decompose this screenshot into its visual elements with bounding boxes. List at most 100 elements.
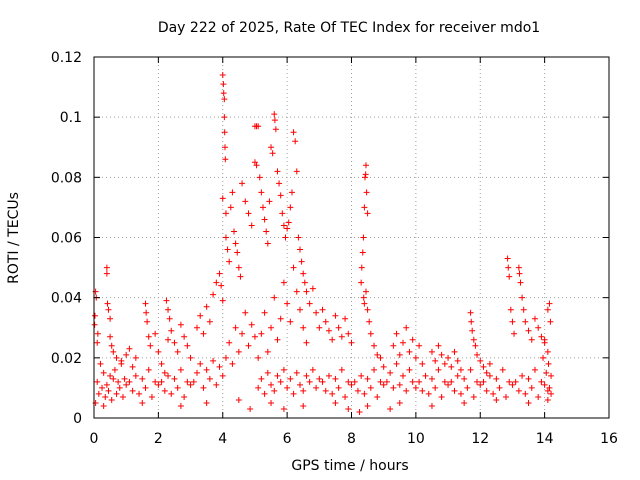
data-point [480,363,487,370]
data-point [177,366,184,373]
data-point [216,363,223,370]
data-point [380,363,387,370]
data-point [538,378,545,385]
data-point [280,279,287,286]
data-point [546,384,553,391]
data-point [232,240,239,247]
data-point [123,351,130,358]
data-point [486,372,493,379]
data-point [271,387,278,394]
data-point [200,384,207,391]
data-point [229,189,236,196]
data-point [119,393,126,400]
data-point [546,300,553,307]
y-tick-label: 0 [73,411,82,427]
data-point [380,381,387,388]
data-point [445,381,452,388]
data-point [139,375,146,382]
data-point [300,324,307,331]
data-point [547,318,554,325]
data-point [168,390,175,397]
data-point [261,309,268,316]
y-tick-label: 0.08 [51,170,82,186]
x-tick-label: 14 [536,431,554,447]
data-point [268,144,275,151]
data-point [276,180,283,187]
data-point [174,384,181,391]
data-point [226,258,233,265]
data-point [383,378,390,385]
data-point [297,381,303,388]
data-point [197,312,204,319]
data-point [107,333,114,340]
data-point [194,369,200,376]
data-point [358,279,365,286]
data-point [522,390,529,397]
data-point [284,300,291,307]
y-tick-label: 0.12 [51,50,82,66]
data-point [467,309,474,316]
data-point [115,378,122,385]
data-point [136,390,143,397]
x-tick-label: 4 [218,431,227,447]
data-point [102,393,109,400]
data-point [325,372,332,379]
data-point [519,372,526,379]
y-tick-label: 0.04 [51,291,82,307]
data-point [297,246,303,253]
data-point [445,354,452,361]
data-point [158,378,165,385]
data-point [123,381,130,388]
data-point [271,117,278,124]
data-point [412,384,419,391]
data-point [544,396,551,403]
data-point [387,369,394,376]
data-point [226,339,233,346]
y-tick-label: 0.1 [60,110,82,126]
data-point [472,342,479,349]
data-point [499,366,506,373]
data-point [400,339,406,346]
data-point [266,198,273,205]
data-point [403,324,410,331]
data-point [362,171,369,178]
data-point [222,210,229,217]
data-point [203,366,210,373]
data-point [451,348,458,355]
data-point [470,336,477,343]
data-point [129,363,136,370]
data-point [161,387,168,394]
data-point [177,321,184,328]
data-point [264,240,271,247]
data-point [268,381,275,388]
data-point [155,348,162,355]
data-point [251,333,258,340]
data-point [293,168,300,175]
data-points [91,72,555,415]
data-point [409,378,416,385]
data-point [390,384,397,391]
chart-title: Day 222 of 2025, Rate Of TEC Index for r… [158,20,540,36]
data-point [477,381,484,388]
data-point [531,315,538,322]
data-point [126,345,133,352]
data-point [251,159,258,166]
data-point [364,375,371,382]
data-point [528,384,535,391]
data-point [371,366,378,373]
data-point [111,366,118,373]
data-point [104,300,111,307]
data-point [197,360,204,367]
data-point [95,390,102,397]
data-point [293,369,300,376]
data-point [406,366,413,373]
data-point [237,273,244,280]
data-point [363,189,370,196]
data-point [290,129,297,136]
data-point [206,318,213,325]
data-point [290,390,297,397]
data-point [145,333,152,340]
data-point [194,324,200,331]
data-point [541,381,548,388]
data-point [464,384,471,391]
